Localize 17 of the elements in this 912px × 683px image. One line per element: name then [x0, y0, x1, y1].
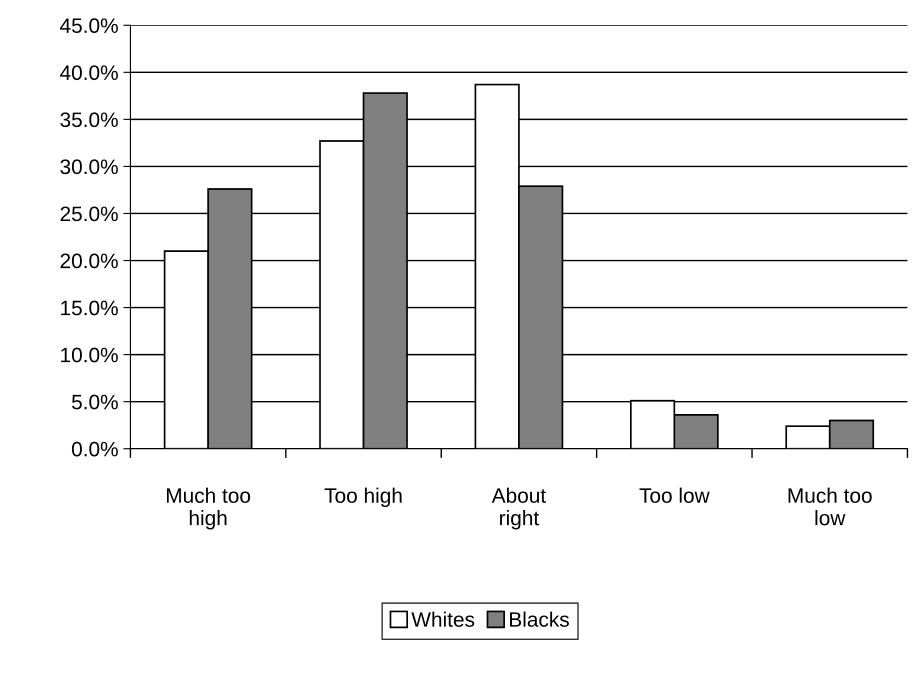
y-tick-label: 35.0%: [60, 112, 118, 128]
y-tick-label: 40.0%: [60, 65, 118, 80]
legend-label: Whites: [411, 612, 474, 627]
x-tick-label: Too low: [639, 488, 710, 503]
x-tick-label: Too high: [324, 488, 402, 508]
y-tick-label: 5.0%: [72, 394, 118, 410]
y-tick-label: 0.0%: [72, 442, 118, 456]
y-tick-label: 45.0%: [60, 18, 118, 34]
y-tick-label: 25.0%: [60, 206, 118, 222]
y-tick-label: 15.0%: [61, 300, 118, 316]
y-tick-label: 20.0%: [60, 254, 118, 268]
x-tick-label: About right: [492, 488, 546, 530]
y-tick-label: 10.0%: [61, 348, 118, 362]
x-tick-label: Much too low: [788, 488, 872, 526]
x-tick-label: Much too high: [166, 488, 250, 530]
y-tick-label: 30.0%: [60, 159, 118, 174]
legend-label: Blacks: [510, 612, 569, 627]
